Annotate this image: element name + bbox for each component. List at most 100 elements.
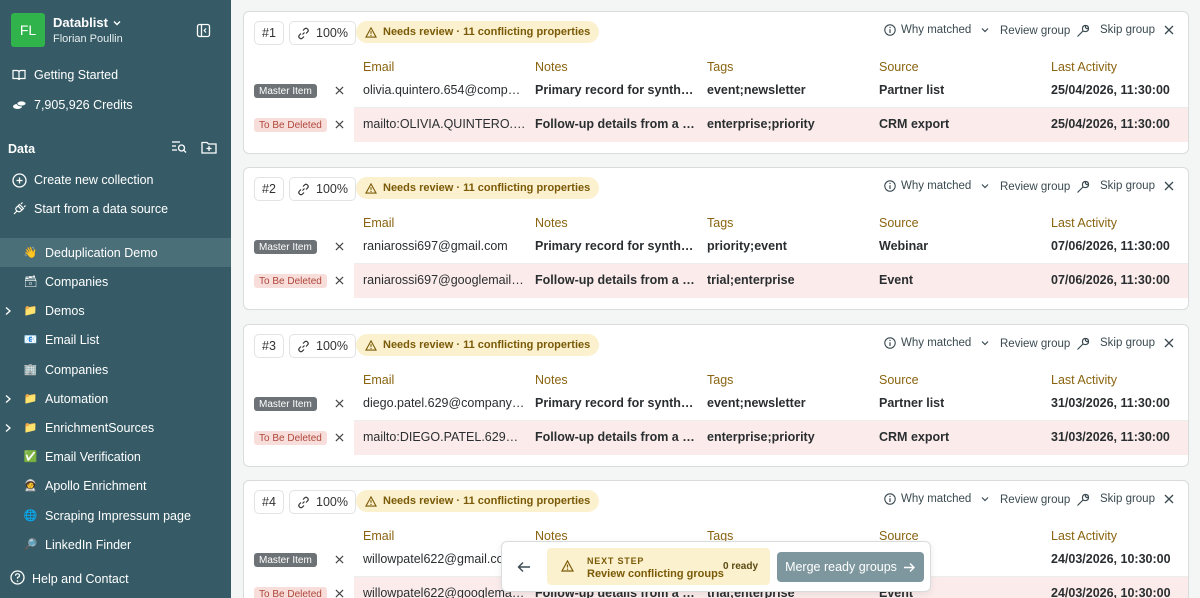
sidebar-item[interactable]: 🗃 Companies — [0, 267, 231, 296]
cell-email: mailto:DIEGO.PATEL.629@COMPANY-0.COM — [363, 430, 526, 444]
sidebar-item[interactable]: 🏢 Companies — [0, 355, 231, 384]
sidebar-item[interactable]: 📁 EnrichmentSources — [0, 413, 231, 442]
arrow-right-icon — [903, 562, 915, 572]
next-step-label: Review conflicting groups — [587, 568, 724, 580]
search-collections-button[interactable] — [171, 140, 187, 159]
to-be-deleted-badge: To Be Deleted — [254, 587, 327, 598]
sidebar-item[interactable]: 📁 Automation — [0, 384, 231, 413]
review-group-label: Review group — [1000, 181, 1071, 193]
plug-icon — [13, 202, 26, 215]
review-badge-text: Needs review · 11 conflicting properties — [383, 182, 591, 194]
help-circle-icon — [10, 570, 25, 585]
match-percent: 100% — [316, 182, 348, 196]
column-header: Email — [363, 529, 395, 543]
column-header: Tags — [707, 216, 734, 230]
review-group-button[interactable]: Review group — [1000, 180, 1090, 194]
close-icon — [335, 86, 344, 95]
close-icon — [335, 589, 344, 598]
review-group-button[interactable]: Review group — [1000, 337, 1090, 351]
column-header: Source — [879, 60, 919, 74]
getting-started-label: Getting Started — [34, 68, 119, 82]
sidebar-item[interactable]: ✅ Email Verification — [0, 442, 231, 471]
table-row[interactable]: mailto:OLIVIA.QUINTERO.654@COMPANY-0.COM… — [354, 108, 1188, 142]
column-header: Email — [363, 60, 395, 74]
getting-started-link[interactable]: Getting Started — [11, 67, 118, 83]
create-collection-label: Create new collection — [34, 173, 154, 187]
cell-tags: event;newsletter — [707, 83, 806, 97]
remove-from-group-button[interactable] — [335, 83, 344, 98]
collection-emoji-icon: 🧑‍🚀 — [23, 480, 38, 492]
cell-last: 31/03/2026, 11:30:00 — [1051, 430, 1170, 444]
match-score: 100% — [289, 21, 356, 45]
table-row[interactable]: olivia.quintero.654@company-0.com Primary… — [354, 74, 1188, 108]
credits-link[interactable]: 7,905,926 Credits — [11, 97, 133, 113]
remove-from-group-button[interactable] — [335, 273, 344, 288]
collapse-sidebar-button[interactable] — [196, 23, 211, 43]
remove-from-group-button[interactable] — [335, 430, 344, 445]
remove-from-group-button[interactable] — [335, 239, 344, 254]
skip-group-button[interactable]: Skip group — [1100, 180, 1174, 192]
table-row[interactable]: raniarossi697@googlemail.com Follow-up de… — [354, 264, 1188, 298]
table-row[interactable]: diego.patel.629@company-0.com Primary rec… — [354, 387, 1188, 421]
cell-source: Partner list — [879, 83, 945, 97]
match-score: 100% — [289, 334, 356, 358]
review-group-button[interactable]: Review group — [1000, 493, 1090, 507]
merge-action-bar: NEXT STEP Review conflicting groups 0 re… — [501, 541, 931, 592]
remove-from-group-button[interactable] — [335, 552, 344, 567]
workspace-switcher[interactable]: FL Datablist Florian Poullin — [11, 13, 123, 47]
chevron-down-icon — [981, 184, 989, 189]
collection-emoji-icon: 🏢 — [23, 364, 38, 376]
review-badge-text: Needs review · 11 conflicting properties — [383, 495, 591, 507]
skip-group-button[interactable]: Skip group — [1100, 337, 1174, 349]
warning-icon — [365, 182, 377, 194]
why-matched-button[interactable]: Why matched — [884, 24, 990, 36]
sidebar-item-label: EnrichmentSources — [45, 420, 155, 435]
back-button[interactable] — [517, 560, 531, 578]
new-folder-button[interactable] — [201, 140, 217, 159]
cell-notes: Follow-up details from a second source — [535, 430, 697, 444]
remove-from-group-button[interactable] — [335, 396, 344, 411]
sidebar-item[interactable]: 🔎 LinkedIn Finder — [0, 530, 231, 559]
chevron-down-icon — [981, 28, 989, 33]
chevron-down-icon — [113, 20, 121, 25]
sidebar-item[interactable]: 👋 Deduplication Demo — [0, 238, 231, 267]
close-icon — [335, 242, 344, 251]
cell-source: CRM export — [879, 117, 950, 131]
remove-from-group-button[interactable] — [335, 117, 344, 132]
skip-group-label: Skip group — [1100, 337, 1155, 349]
table-row[interactable]: raniarossi697@gmail.com Primary record fo… — [354, 230, 1188, 264]
sidebar-item[interactable]: 🧑‍🚀 Apollo Enrichment — [0, 471, 231, 500]
start-from-source-button[interactable]: Start from a data source — [11, 201, 168, 217]
skip-group-button[interactable]: Skip group — [1100, 24, 1174, 36]
why-matched-button[interactable]: Why matched — [884, 337, 990, 349]
column-header: Tags — [707, 529, 734, 543]
sidebar-item-label: LinkedIn Finder — [45, 537, 132, 552]
merge-ready-groups-button[interactable]: Merge ready groups — [777, 552, 924, 582]
skip-group-label: Skip group — [1100, 493, 1155, 505]
help-contact-link[interactable]: Help and Contact — [10, 570, 129, 588]
to-be-deleted-badge: To Be Deleted — [254, 274, 327, 288]
cell-tags: event;newsletter — [707, 396, 806, 410]
cell-tags: enterprise;priority — [707, 430, 815, 444]
skip-group-button[interactable]: Skip group — [1100, 493, 1174, 505]
cell-email: diego.patel.629@company-0.com — [363, 396, 526, 410]
close-icon — [1164, 338, 1174, 348]
sidebar-item[interactable]: 🌐 Scraping Impressum page — [0, 501, 231, 530]
match-percent: 100% — [316, 495, 348, 509]
remove-from-group-button[interactable] — [335, 586, 344, 598]
sidebar-item[interactable]: 📁 Demos — [0, 296, 231, 325]
cell-last: 07/06/2026, 11:30:00 — [1051, 239, 1170, 253]
credits-label: 7,905,926 Credits — [34, 98, 133, 112]
duplicate-group-card: #3 100% Needs review · 11 conflicting prop… — [243, 324, 1189, 467]
dedup-results-panel: #1 100% Needs review · 11 conflicting prop… — [231, 0, 1200, 598]
why-matched-button[interactable]: Why matched — [884, 493, 990, 505]
review-group-button[interactable]: Review group — [1000, 24, 1090, 38]
create-collection-button[interactable]: Create new collection — [11, 172, 154, 188]
match-score: 100% — [289, 490, 356, 514]
why-matched-label: Why matched — [901, 337, 972, 349]
why-matched-button[interactable]: Why matched — [884, 180, 990, 192]
sidebar-item[interactable]: 📧 Email List — [0, 325, 231, 354]
close-icon — [1164, 494, 1174, 504]
collection-emoji-icon: 🔎 — [23, 539, 38, 551]
table-row[interactable]: mailto:DIEGO.PATEL.629@COMPANY-0.COM Foll… — [354, 421, 1188, 455]
